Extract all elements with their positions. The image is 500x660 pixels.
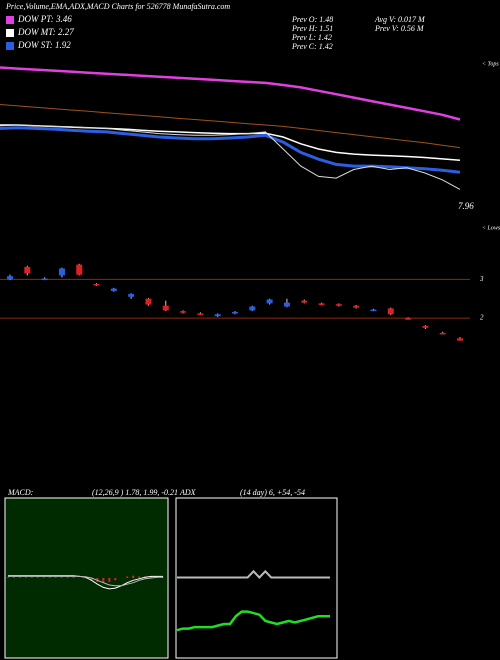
candle-body	[318, 303, 325, 305]
candle-body	[24, 266, 31, 274]
series-line	[0, 124, 461, 190]
stat: Avg V: 0.017 M	[374, 15, 426, 24]
annotation: < Tops	[482, 61, 499, 67]
candle-body	[214, 314, 221, 317]
candle-body	[232, 311, 238, 314]
candle-body	[128, 294, 135, 297]
legend-swatch	[6, 16, 14, 24]
panel-title: ADX	[179, 488, 197, 497]
candle-body	[422, 325, 429, 328]
candle-body	[197, 313, 204, 315]
legend-label: DOW PT: 3.46	[17, 14, 72, 24]
candle-body	[370, 309, 377, 312]
candle-body	[58, 268, 65, 276]
candle-body	[180, 311, 187, 313]
legend-label: DOW MT: 2.27	[17, 27, 74, 37]
y-tick-label: 2	[480, 314, 484, 322]
candle-body	[249, 306, 256, 311]
candle-body	[301, 300, 308, 303]
legend-swatch	[6, 29, 14, 37]
candle-body	[405, 318, 412, 320]
candle-body	[387, 308, 394, 315]
candle-body	[457, 338, 463, 341]
candle-body	[93, 283, 100, 286]
series-line	[177, 569, 330, 579]
stat: Prev H: 1.51	[291, 24, 333, 33]
legend-label: DOW ST: 1.92	[17, 40, 71, 50]
candle-body	[162, 305, 169, 311]
candle-body	[7, 276, 13, 280]
candle-body	[266, 299, 273, 304]
series-line	[0, 126, 461, 174]
series-line	[0, 104, 461, 149]
candle-body	[335, 304, 342, 306]
legend-swatch	[6, 42, 14, 50]
panel-subtitle: (14 day) 6, +54, -54	[240, 488, 305, 497]
stat: Prev O: 1.48	[291, 15, 333, 24]
series-line	[8, 575, 163, 587]
panel-title: MACD:	[7, 488, 34, 497]
candle-body	[41, 278, 48, 281]
series-line	[0, 66, 461, 121]
candle-body	[145, 298, 152, 305]
annotation: 7.96	[458, 201, 474, 211]
y-tick-label: 3	[479, 275, 484, 283]
page-title: Price,Volume,EMA,ADX,MACD Charts for 526…	[5, 2, 230, 11]
candle-body	[110, 288, 117, 291]
stat: Prev L: 1.42	[291, 33, 332, 42]
candle-body	[283, 302, 290, 307]
annotation: < Lows	[482, 225, 500, 231]
stat: Prev V: 0.56 M	[374, 24, 425, 33]
candle-body	[76, 264, 83, 275]
candle-body	[353, 305, 360, 308]
candle-body	[439, 332, 446, 335]
panel-subtitle: (12,26,9 ) 1.78, 1.99, -0.21	[92, 488, 178, 497]
series-line	[176, 610, 330, 632]
stat: Prev C: 1.42	[291, 42, 333, 51]
